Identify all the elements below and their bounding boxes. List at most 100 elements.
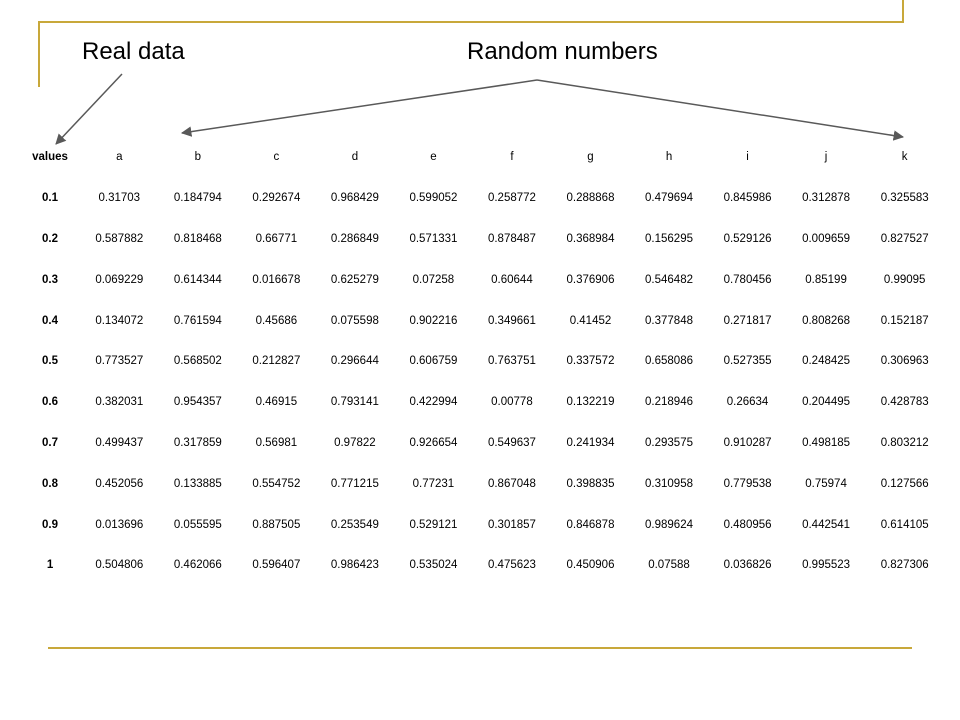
table-cell: 0.134072 [95,314,144,327]
table-cell: 0.773527 [95,355,144,368]
table-row: 0.5 0.773527 0.568502 0.212827 0.296644 0.606… [20,341,944,382]
table-cell: 0.527355 [723,355,772,368]
table-row: 0.9 0.013696 0.055595 0.887505 0.253549 0.529… [20,504,944,545]
table-cell: 0.902216 [409,314,458,327]
bottom-accent-line [48,647,912,649]
table-cell: 0.910287 [723,436,772,449]
table-cell: 0.07588 [648,559,690,572]
column-header-values: values [32,151,68,164]
table-cell: 0.606759 [409,355,458,368]
table-cell: 0.614105 [880,518,929,531]
table-row: 0.2 0.587882 0.818468 0.66771 0.286849 0.5713… [20,219,944,260]
table-cell: 0.568502 [173,355,222,368]
table-cell: 0.325583 [880,192,929,205]
table-cell: 0.498185 [802,436,851,449]
table-row: 0.8 0.452056 0.133885 0.554752 0.771215 0.772… [20,463,944,504]
table-row: 0.4 0.134072 0.761594 0.45686 0.075598 0.9022… [20,300,944,341]
top-accent-line [40,21,904,23]
table-cell: 0.132219 [566,396,615,409]
table-cell: 0.793141 [330,396,379,409]
table-cell: 0.480956 [723,518,772,531]
table-body: 0.1 0.31703 0.184794 0.292674 0.968429 0.5990… [20,178,944,586]
table-cell: 0.779538 [723,477,772,490]
right-accent-line [902,0,904,23]
table-cell: 0.45686 [255,314,298,327]
table-cell: 0.66771 [255,232,298,245]
column-header-c: c [273,151,280,164]
left-accent-line [38,21,40,87]
table-cell: 0.07258 [412,273,455,286]
table-cell: 0.818468 [173,232,222,245]
table-cell: 0.398835 [566,477,615,490]
column-header-a: a [116,151,123,164]
table-cell: 0.479694 [645,192,693,205]
table-cell: 0.549637 [487,436,536,449]
table-row: 0.1 0.31703 0.184794 0.292674 0.968429 0.5990… [20,178,944,219]
table-cell: 0.127566 [880,477,929,490]
row-label: 0.6 [42,396,59,409]
table-cell: 0.625279 [330,273,379,286]
table-cell: 0.349661 [487,314,536,327]
table-cell: 0.780456 [723,273,772,286]
table-cell: 0.271817 [723,314,772,327]
row-label: 0.2 [42,232,59,245]
row-label: 0.4 [42,314,59,327]
table-cell: 0.571331 [409,232,458,245]
table-cell: 0.317859 [173,436,222,449]
table-cell: 0.846878 [566,518,615,531]
table-cell: 0.00778 [491,396,533,409]
column-header-g: g [587,151,594,164]
column-header-d: d [351,151,359,164]
table-cell: 0.504806 [95,559,144,572]
row-label: 0.1 [42,192,59,205]
table-cell: 0.41452 [569,314,612,327]
table-cell: 0.808268 [802,314,851,327]
table-cell: 0.009659 [802,232,851,245]
table-cell: 0.867048 [487,477,536,490]
table-cell: 0.288868 [566,192,615,205]
table-cell: 0.986423 [330,559,379,572]
table-cell: 0.442541 [802,518,851,531]
table-cell: 0.97822 [334,436,376,449]
table-cell: 0.658086 [645,355,693,368]
table-cell: 0.368984 [566,232,615,245]
table-cell: 0.968429 [330,192,379,205]
column-header-e: e [430,151,437,164]
real-data-arrow [55,73,123,145]
table-cell: 0.995523 [802,559,851,572]
table-cell: 0.771215 [330,477,379,490]
table-cell: 0.428783 [880,396,929,409]
table-cell: 0.596407 [252,559,301,572]
table-cell: 0.075598 [330,314,379,327]
table-header-row: values a b c d e f g h i j k [20,137,944,178]
table-cell: 0.77231 [412,477,455,490]
table-cell: 0.218946 [645,396,693,409]
table-cell: 0.31703 [98,192,141,205]
table-cell: 0.382031 [95,396,144,409]
table-cell: 0.475623 [487,559,536,572]
table-cell: 0.529126 [723,232,772,245]
table-cell: 0.546482 [645,273,693,286]
table-row: 0.6 0.382031 0.954357 0.46915 0.793141 0.4229… [20,382,944,423]
table-cell: 0.989624 [645,518,693,531]
table-cell: 0.499437 [95,436,144,449]
table-cell: 0.887505 [252,518,301,531]
table-cell: 0.614344 [173,273,222,286]
table-cell: 0.926654 [409,436,458,449]
table-cell: 0.377848 [645,314,693,327]
column-header-b: b [194,151,202,164]
row-label: 0.9 [42,518,59,531]
table-row: 0.7 0.499437 0.317859 0.56981 0.97822 0.92665… [20,423,944,464]
table-cell: 0.878487 [487,232,536,245]
table-cell: 0.462066 [173,559,222,572]
table-cell: 0.184794 [173,192,222,205]
row-label: 0.3 [42,273,59,286]
table-cell: 0.763751 [487,355,536,368]
table-cell: 0.301857 [487,518,536,531]
table-cell: 0.036826 [723,559,772,572]
table-cell: 0.450906 [566,559,615,572]
table-cell: 0.422994 [409,396,458,409]
table-cell: 0.529121 [409,518,458,531]
random-right-arrow [536,79,905,141]
table-cell: 0.554752 [252,477,301,490]
